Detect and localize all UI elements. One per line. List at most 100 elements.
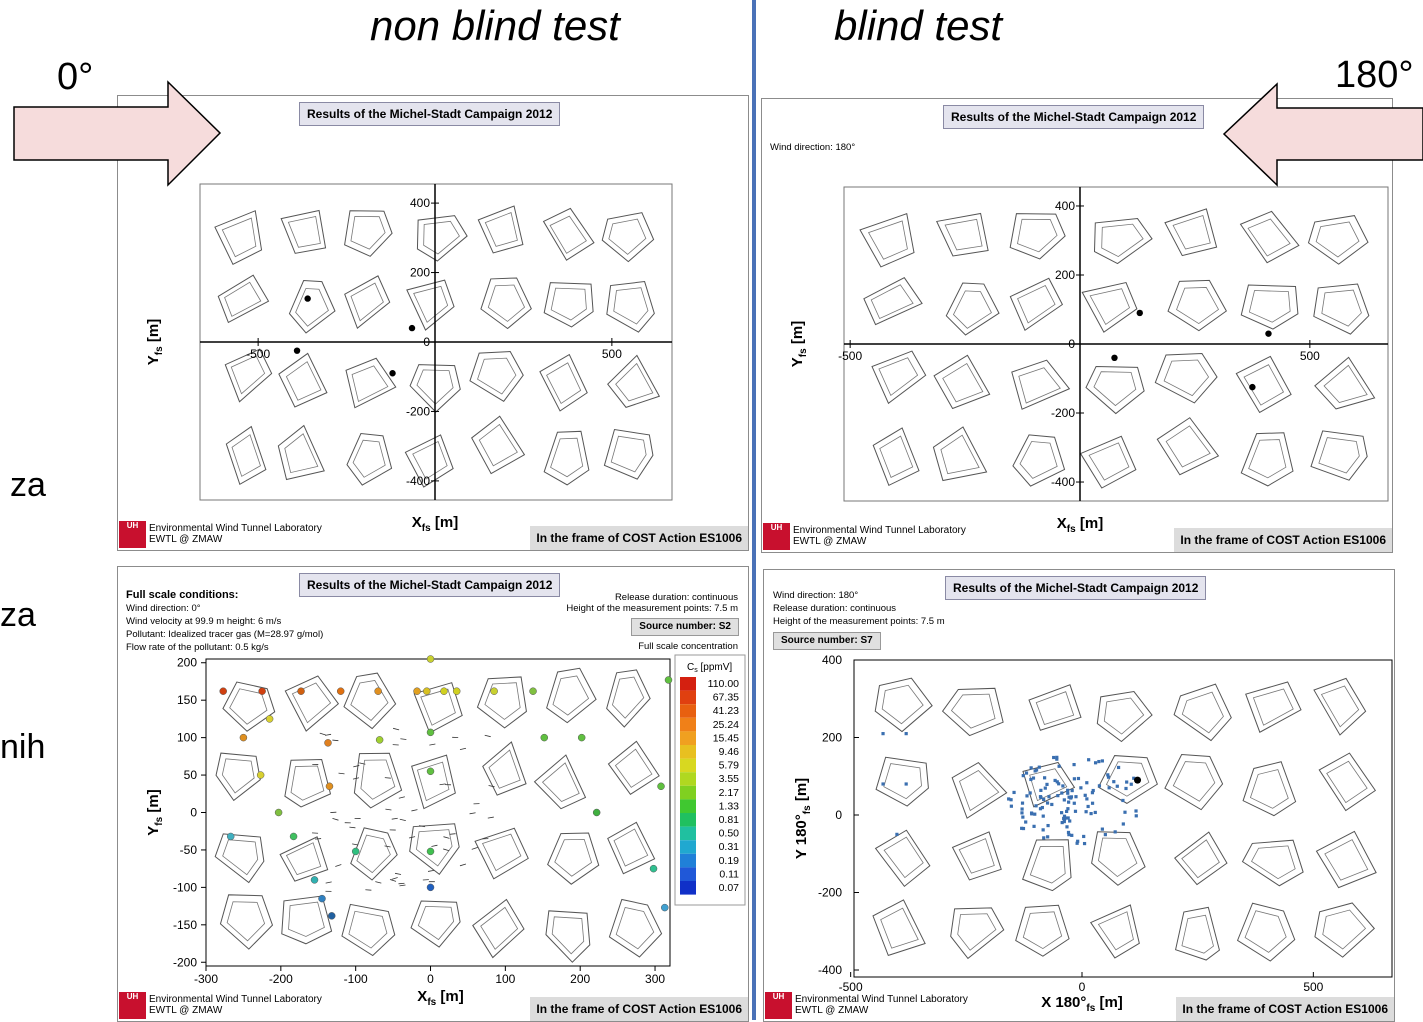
measurement-point	[1087, 758, 1090, 761]
axis-label: Y 180°fs [m]	[793, 778, 813, 859]
building-outline	[1236, 356, 1291, 412]
measurement-point	[1060, 811, 1063, 814]
building-outline	[1036, 692, 1073, 725]
building-outline	[884, 837, 923, 877]
building-outline	[424, 221, 460, 254]
building-outline	[871, 285, 913, 319]
lab-credit: UH Environmental Wind Tunnel Laboratory …	[118, 520, 348, 548]
building-outline	[418, 906, 453, 939]
building-outline	[1322, 290, 1362, 326]
concentration-point	[423, 688, 430, 695]
concentration-point	[665, 676, 672, 683]
y-tick-label: 0	[190, 806, 197, 820]
building-outline	[410, 824, 460, 874]
x-tick-label: -100	[344, 972, 368, 986]
concentration-point	[661, 904, 668, 911]
wind-vector	[488, 817, 494, 818]
source-point	[409, 325, 415, 331]
concentration-point	[227, 833, 234, 840]
measurement-point	[1067, 816, 1070, 819]
x-tick-label: -200	[269, 972, 293, 986]
building-outline	[485, 683, 520, 720]
building-outline	[1182, 915, 1214, 953]
measurement-point	[1134, 809, 1137, 812]
building-outline	[407, 280, 454, 330]
building-outline	[612, 677, 643, 718]
measurement-point	[1094, 761, 1097, 764]
lab-short: EWTL @ ZMAW	[795, 1005, 868, 1016]
measurement-point	[1069, 796, 1072, 799]
concentration-point	[240, 734, 247, 741]
measurement-point	[1067, 801, 1070, 804]
wind-vector	[332, 818, 338, 820]
wind-vector	[315, 839, 321, 840]
measurement-point	[1082, 835, 1085, 838]
axis-label: Yfs [m]	[145, 789, 165, 835]
lab-name: Environmental Wind Tunnel Laboratory	[795, 994, 968, 1005]
lab-credit: UH Environmental Wind Tunnel Laboratory …	[762, 522, 992, 550]
legend-value: 1.33	[719, 800, 740, 812]
lab-name: Environmental Wind Tunnel Laboratory	[793, 525, 966, 536]
legend-color-step	[680, 786, 696, 800]
legend-value: 0.50	[719, 828, 740, 840]
building-outline	[552, 917, 584, 954]
building-outline	[1253, 689, 1293, 725]
legend-color-step	[680, 840, 696, 854]
legend-value: 0.81	[719, 814, 740, 826]
measurement-point	[1116, 785, 1119, 788]
wind-vector	[392, 818, 398, 819]
measurement-point	[1070, 834, 1073, 837]
concentration-point	[453, 688, 460, 695]
measurement-point	[1042, 836, 1045, 839]
x-tick-label: -500	[246, 347, 270, 361]
building-outline	[351, 216, 385, 249]
measurement-point	[1077, 777, 1080, 780]
wind-vector	[470, 813, 476, 814]
measurement-point	[1058, 765, 1061, 768]
measurement-point	[1042, 828, 1045, 831]
measurement-point	[1098, 784, 1101, 787]
legend-color-step	[680, 854, 696, 868]
building-outline	[1157, 418, 1218, 475]
legend-color-step	[680, 799, 696, 813]
legend-color-step	[680, 759, 696, 773]
source-point	[304, 295, 310, 301]
lab-short: EWTL @ ZMAW	[149, 534, 222, 545]
measurement-point	[1071, 789, 1074, 792]
legend-value: 15.45	[713, 732, 739, 744]
building-outline	[1252, 846, 1296, 879]
building-outline	[876, 830, 930, 886]
legend-value: 0.19	[719, 855, 740, 867]
building-outline	[1020, 442, 1057, 479]
building-outline	[1311, 431, 1367, 480]
concentration-point	[311, 876, 318, 883]
y-tick-label: -200	[818, 886, 842, 900]
y-tick-label: 0	[423, 335, 430, 349]
building-outline	[1098, 912, 1133, 950]
building-outline	[1321, 686, 1358, 727]
measurement-point	[1021, 802, 1024, 805]
measurement-point	[1114, 830, 1117, 833]
legend-title: Cs [ppmV]	[687, 662, 732, 674]
building-outline	[1245, 911, 1286, 953]
measurement-point	[1076, 842, 1079, 845]
wind-vector	[385, 809, 391, 810]
measurement-point	[1043, 776, 1046, 779]
building-outline	[1238, 903, 1295, 961]
measurement-point	[1025, 771, 1028, 774]
axis-label: Xfs [m]	[412, 514, 458, 534]
legend-value: 110.00	[708, 678, 739, 690]
measurement-point	[1046, 824, 1049, 827]
building-outline	[1165, 209, 1217, 256]
cut-text-1: za	[10, 468, 46, 502]
y-tick-label: 200	[1055, 268, 1075, 282]
wind-vector	[400, 885, 406, 886]
building-outline	[351, 680, 388, 720]
building-outline	[607, 670, 650, 727]
building-outline	[881, 908, 919, 948]
building-outline	[616, 364, 653, 401]
wind-vector	[326, 882, 332, 883]
axis-label: Xfs [m]	[1057, 515, 1103, 535]
concentration-point	[427, 729, 434, 736]
